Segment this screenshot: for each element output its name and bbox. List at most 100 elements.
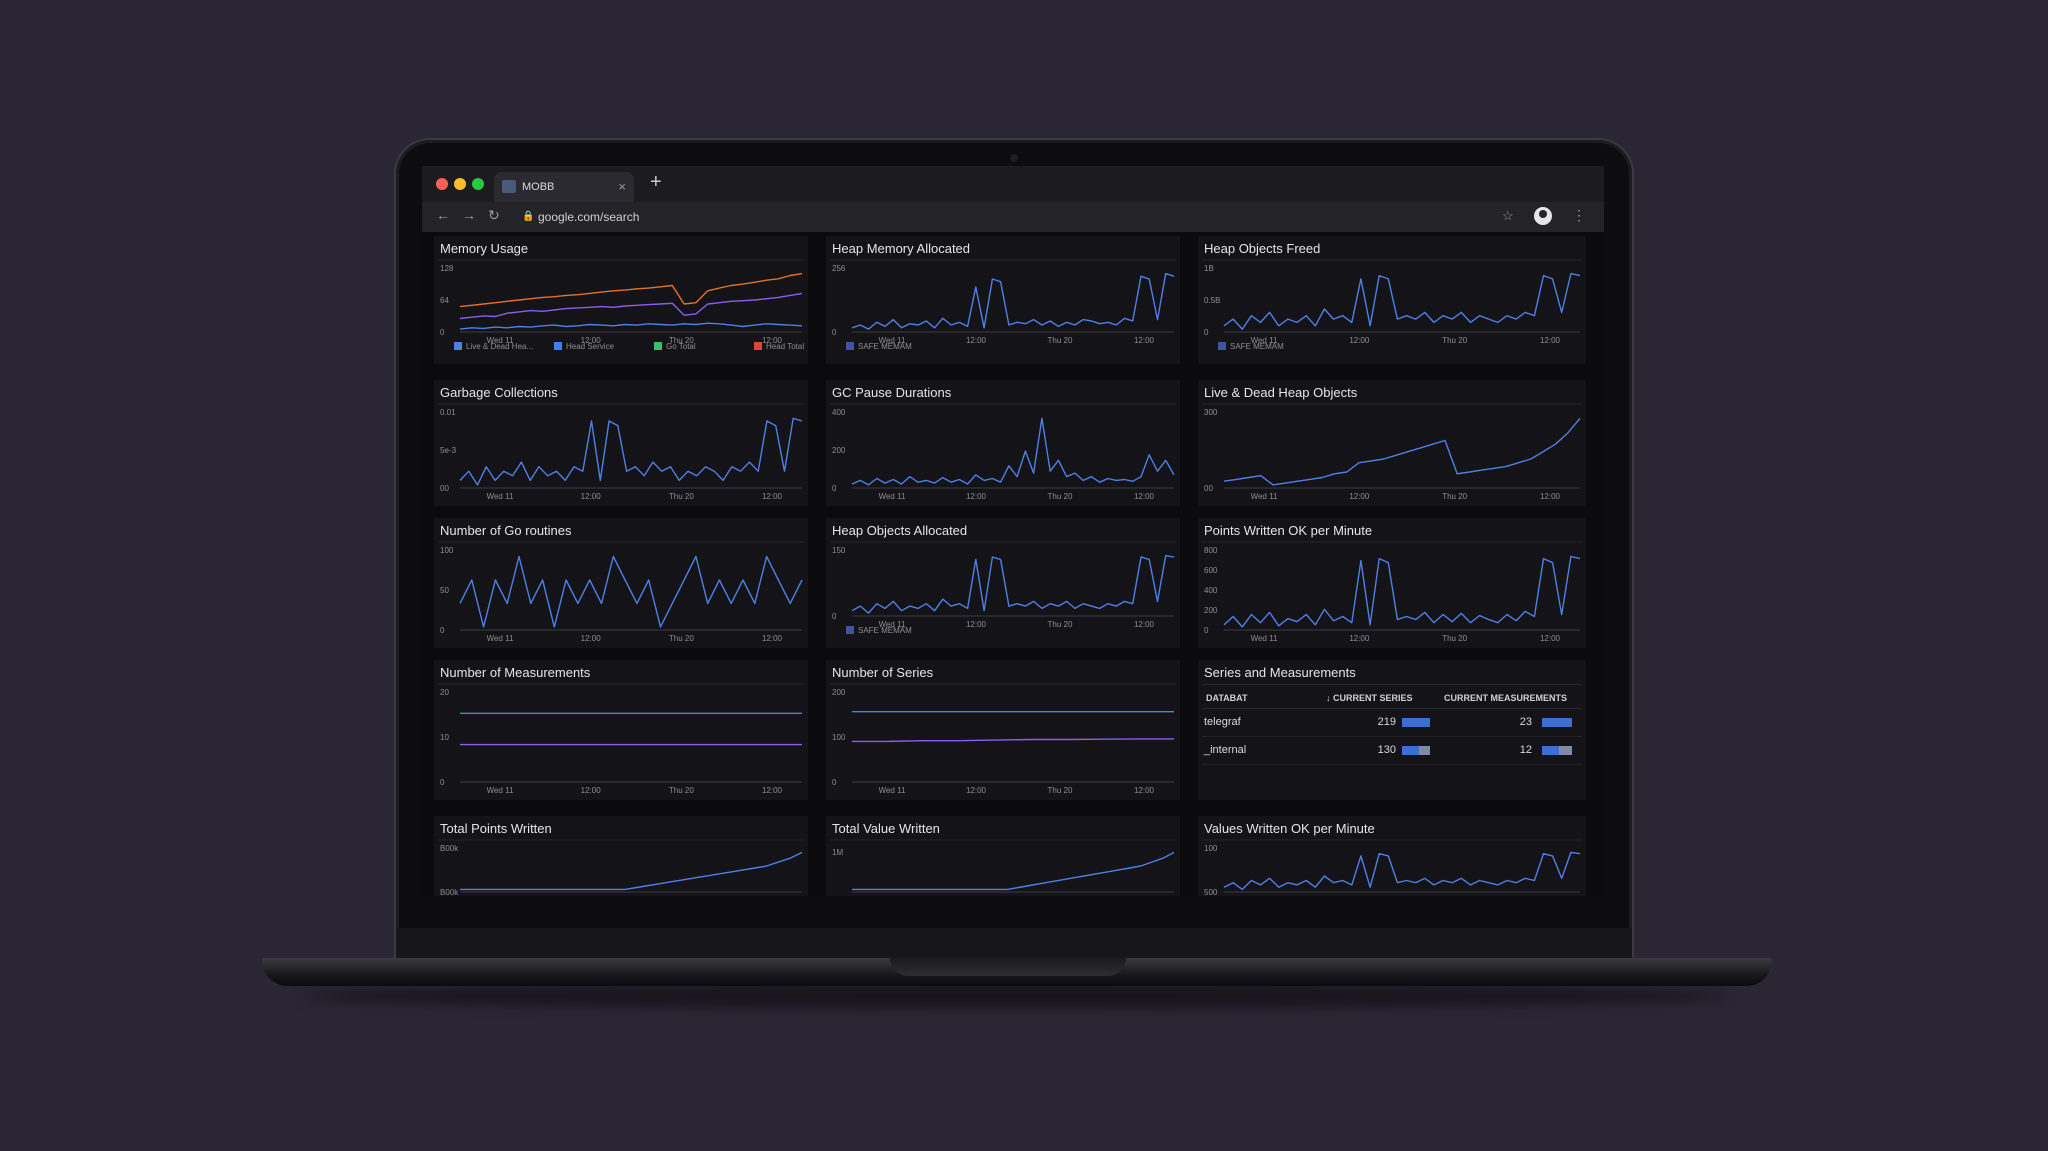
series-line[interactable] — [1223, 272, 1581, 330]
close-window-button[interactable] — [436, 178, 448, 190]
memory-usage-chart[interactable]: 128 64 0 Wed 11 12:00 Thu 20 12:00 Live & Dead … — [434, 236, 808, 364]
x-tick-label: 12:00 — [1134, 336, 1155, 345]
gc-pause-durations-chart[interactable]: 400 200 0 Wed 11 12:00 Thu 20 12:00 — [826, 380, 1180, 506]
garbage-collections-panel: Garbage Collections 0.01 5e-3 00 Wed 11 12:00… — [434, 380, 808, 506]
live-dead-heap-objects-panel: Live & Dead Heap Objects 300 00 Wed 11 12:00… — [1198, 380, 1586, 506]
x-tick-label: 12:00 — [762, 336, 783, 345]
legend-label[interactable]: SAFE MEMAM — [858, 342, 912, 351]
x-tick-label: Wed 11 — [1251, 492, 1278, 501]
zoom-window-button[interactable] — [472, 178, 484, 190]
series-line[interactable] — [1223, 851, 1581, 891]
legend-label[interactable]: Go Total — [666, 342, 696, 351]
series-line[interactable] — [851, 555, 1175, 614]
series-line[interactable] — [852, 851, 1175, 891]
panel-title: Memory Usage — [440, 241, 529, 256]
camera — [1010, 154, 1018, 162]
panel-title: Number of Measurements — [440, 665, 591, 680]
series-line[interactable] — [459, 322, 803, 330]
reload-icon[interactable]: ↻ — [488, 207, 500, 223]
x-tick-label: 12:00 — [1349, 336, 1370, 345]
x-tick-label: Wed 11 — [487, 786, 514, 795]
column-header-current-measurements[interactable]: CURRENT MEASUREMENTS — [1444, 693, 1568, 703]
more-menu-icon[interactable]: ⋮ — [1572, 207, 1586, 223]
series-line[interactable] — [852, 738, 1174, 743]
panel-title: Values Written OK per Minute — [1204, 821, 1375, 836]
url-field[interactable]: 🔒 google.com/search — [522, 206, 1442, 228]
series-line[interactable] — [459, 292, 803, 320]
y-tick-label: 600 — [1204, 566, 1218, 575]
legend-label[interactable]: SAFE MEMAM — [1230, 342, 1284, 351]
series-line[interactable] — [459, 272, 803, 308]
series-line[interactable] — [1223, 417, 1581, 486]
heap-memory-allocated-chart[interactable]: 256 0 Wed 11 12:00 Thu 20 12:00 SAFE MEMAM — [826, 236, 1180, 364]
number-of-measurements-chart[interactable]: 20 10 0 Wed 11 12:00 Thu 20 12:00 — [434, 660, 808, 800]
legend-swatch — [754, 342, 762, 350]
y-tick-label: 500 — [1204, 888, 1218, 896]
series-line[interactable] — [459, 417, 803, 486]
x-tick-label: Thu 20 — [1048, 336, 1073, 345]
total-value-written-panel: Total Value Written 1M — [826, 816, 1180, 896]
heap-memory-allocated-panel: Heap Memory Allocated 256 0 Wed 11 12:00 Thu … — [826, 236, 1180, 364]
series-bar-rest — [1418, 746, 1430, 755]
table-cell-series: 219 — [1377, 716, 1396, 728]
tab-title: MOBB — [522, 181, 555, 193]
column-header-database[interactable]: DATABAT — [1206, 693, 1248, 703]
x-tick-label: 12:00 — [966, 786, 987, 795]
series-line[interactable] — [851, 272, 1175, 330]
series-line[interactable] — [1223, 555, 1581, 628]
y-tick-label: 200 — [1204, 606, 1218, 615]
x-tick-label: 12:00 — [581, 786, 602, 795]
y-tick-label: 200 — [832, 446, 846, 455]
y-tick-label: 800 — [1204, 546, 1218, 555]
total-value-written-chart[interactable]: 1M — [826, 816, 1180, 896]
legend-label[interactable]: Head Total — [766, 342, 804, 351]
minimize-window-button[interactable] — [454, 178, 466, 190]
header-divider — [1202, 708, 1582, 709]
values-written-ok-per-minute-chart[interactable]: 100 500 — [1198, 816, 1586, 896]
number-of-series-chart[interactable]: 200 100 0 Wed 11 12:00 Thu 20 12:00 — [826, 660, 1180, 800]
legend-label[interactable]: Live & Dead Hea... — [466, 342, 533, 351]
legend-label[interactable]: Head Service — [566, 342, 615, 351]
column-header-current-series[interactable]: ↓ CURRENT SERIES — [1326, 693, 1413, 703]
x-tick-label: 12:00 — [1349, 492, 1370, 501]
points-written-ok-per-minute-panel: Points Written OK per Minute 800 600 400 200… — [1198, 518, 1586, 648]
y-tick-label: 100 — [440, 546, 454, 555]
lock-icon: 🔒 — [522, 211, 535, 222]
y-tick-label: 1B — [1204, 264, 1214, 273]
x-tick-label: Thu 20 — [669, 492, 694, 501]
x-tick-label: Wed 11 — [1251, 634, 1278, 643]
x-tick-label: Thu 20 — [1442, 336, 1467, 345]
y-tick-label: 0 — [440, 778, 445, 787]
x-tick-label: 12:00 — [762, 786, 783, 795]
number-of-go-routines-chart[interactable]: 100 50 0 Wed 11 12:00 Thu 20 12:00 — [434, 518, 808, 648]
y-tick-label: 400 — [832, 408, 846, 417]
series-line[interactable] — [851, 417, 1175, 486]
x-tick-label: Thu 20 — [1442, 492, 1467, 501]
panel-title: Heap Objects Allocated — [832, 523, 968, 538]
forward-arrow-icon[interactable]: → — [462, 207, 476, 223]
heap-objects-allocated-chart[interactable]: 150 0 Wed 11 12:00 Thu 20 12:00 SAFE MEMAM — [826, 518, 1180, 648]
x-tick-label: 12:00 — [1540, 634, 1561, 643]
y-tick-label: 50 — [440, 586, 449, 595]
values-written-ok-per-minute-panel: Values Written OK per Minute 100 500 — [1198, 816, 1586, 896]
series-bar — [1402, 718, 1430, 727]
measurements-bar-rest — [1558, 746, 1572, 755]
profile-avatar-icon[interactable] — [1534, 207, 1552, 225]
legend-label[interactable]: SAFE MEMAM — [858, 626, 912, 635]
garbage-collections-chart[interactable]: 0.01 5e-3 00 Wed 11 12:00 Thu 20 12:00 — [434, 380, 808, 506]
panel-title: Heap Objects Freed — [1204, 241, 1321, 256]
memory-usage-panel: Memory Usage 128 64 0 Wed 11 12:00 Thu 20 12:00… — [434, 236, 808, 364]
total-points-written-chart[interactable]: B00k B00k — [434, 816, 808, 896]
live-dead-heap-objects-chart[interactable]: 300 00 Wed 11 12:00 Thu 20 12:00 — [1198, 380, 1586, 506]
series-line[interactable] — [459, 555, 803, 628]
tab-close-icon[interactable]: × — [618, 179, 626, 194]
browser-tab[interactable]: MOBB × — [494, 172, 634, 202]
x-tick-label: 12:00 — [762, 634, 783, 643]
heap-objects-freed-chart[interactable]: 1B 0.5B 0 Wed 11 12:00 Thu 20 12:00 SAFE MEMAM — [1198, 236, 1586, 364]
points-written-ok-per-minute-chart[interactable]: 800 600 400 200 0 Wed 11 12:00 Thu 20 12:00 — [1198, 518, 1586, 648]
back-arrow-icon[interactable]: ← — [436, 207, 450, 223]
y-tick-label: 1M — [832, 848, 843, 857]
bookmark-star-icon[interactable]: ☆ — [1502, 208, 1514, 223]
new-tab-button[interactable]: + — [650, 171, 662, 193]
series-line[interactable] — [460, 851, 803, 891]
